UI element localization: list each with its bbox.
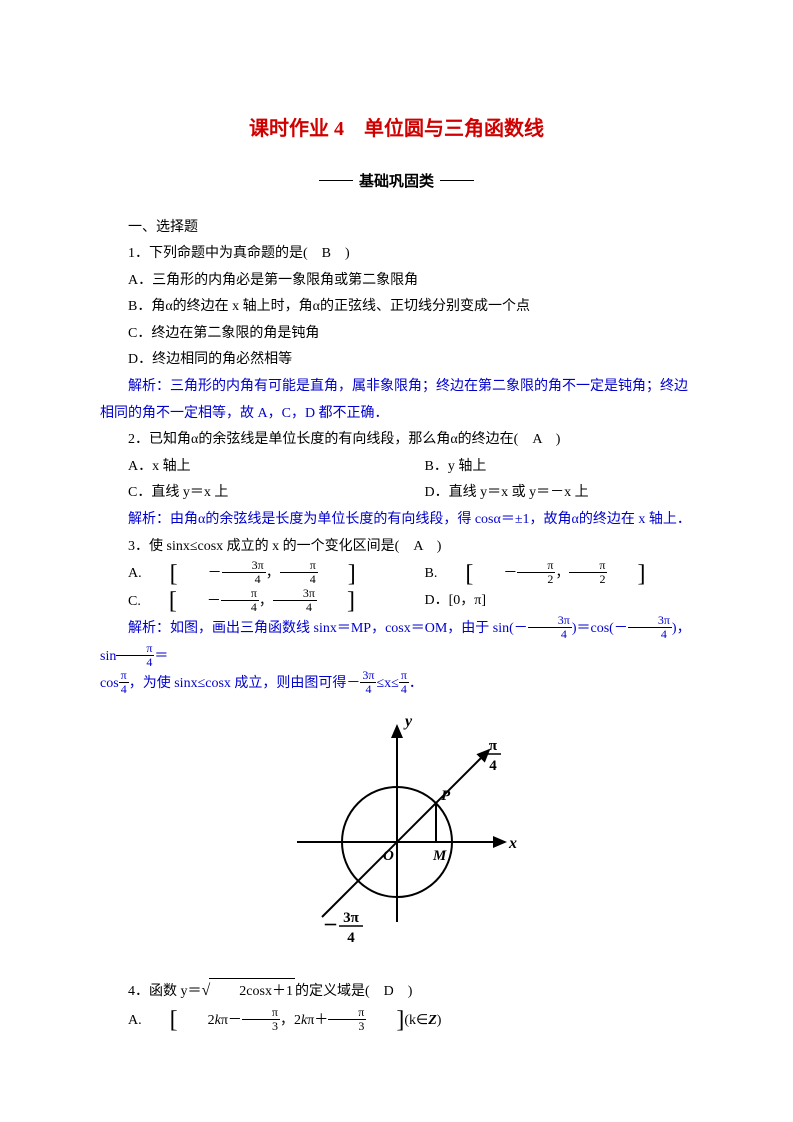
svg-text:4: 4 xyxy=(347,930,355,946)
svg-text:x: x xyxy=(508,835,517,852)
analysis-label: 解析： xyxy=(128,379,170,394)
q3-options-row1: A.[－3π4，π4] B.[－π2，π2] xyxy=(100,560,693,588)
q1-option-b: B．角α的终边在 x 轴上时，角α的正弦线、正切线分别变成一个点 xyxy=(100,294,693,321)
rule-left xyxy=(319,180,353,181)
q3-option-b: B.[－π2，π2] xyxy=(397,560,694,588)
svg-text:3π: 3π xyxy=(343,910,360,926)
page-title: 课时作业 4 单位圆与三角函数线 xyxy=(100,110,693,148)
svg-text:M: M xyxy=(432,848,447,864)
q2-option-a: A．x 轴上 xyxy=(100,454,397,481)
svg-text:4: 4 xyxy=(489,758,497,774)
q2-stem: 2．已知角α的余弦线是单位长度的有向线段，那么角α的终边在( A ) xyxy=(100,427,693,454)
q4-option-a: A.[2kπ－π3，2kπ＋π3](k∈Z) xyxy=(100,1007,693,1035)
svg-text:P: P xyxy=(441,788,451,804)
q2-options-row2: C．直线 y＝x 上 D．直线 y＝x 或 y＝－x 上 xyxy=(100,480,693,507)
q2-option-c: C．直线 y＝x 上 xyxy=(100,480,397,507)
q3-option-a: A.[－3π4，π4] xyxy=(100,560,397,588)
svg-text:y: y xyxy=(403,713,413,730)
svg-text:O: O xyxy=(383,848,394,864)
q4-stem: 4．函数 y＝√2cosx＋1的定义域是( D ) xyxy=(100,976,693,1006)
q3-option-d: D．[0，π] xyxy=(397,588,694,616)
analysis-label: 解析： xyxy=(128,621,170,636)
q3-options-row2: C.[－π4，3π4] D．[0，π] xyxy=(100,588,693,616)
page: 课时作业 4 单位圆与三角函数线 基础巩固类 一、选择题 1．下列命题中为真命题… xyxy=(0,0,793,1122)
q1-option-a: A．三角形的内角必是第一象限角或第二象限角 xyxy=(100,268,693,295)
q3-analysis-line2: cosπ4，为使 sinx≤cosx 成立，则由图可得－3π4≤x≤π4． xyxy=(100,670,693,698)
q2-analysis: 解析：由角α的余弦线是长度为单位长度的有向线段，得 cosα＝±1，故角α的终边… xyxy=(100,507,693,534)
q3-stem: 3．使 sinx≤cosx 成立的 x 的一个变化区间是( A ) xyxy=(100,534,693,561)
unit-circle-diagram: y x O M P π 4 － 3π 4 xyxy=(100,704,693,975)
svg-text:－: － xyxy=(323,918,338,934)
q3-option-c: C.[－π4，3π4] xyxy=(100,588,397,616)
q1-option-d: D．终边相同的角必然相等 xyxy=(100,347,693,374)
q1-stem: 1．下列命题中为真命题的是( B ) xyxy=(100,241,693,268)
rule-right xyxy=(440,180,474,181)
q1-analysis: 解析：三角形的内角有可能是直角，属非象限角；终边在第二象限的角不一定是钝角；终边… xyxy=(100,374,693,427)
q1-option-c: C．终边在第二象限的角是钝角 xyxy=(100,321,693,348)
section-heading: 一、选择题 xyxy=(100,215,693,242)
q2-option-b: B．y 轴上 xyxy=(397,454,694,481)
subtitle: 基础巩固类 xyxy=(100,168,693,197)
q3-analysis-line1: 解析：如图，画出三角函数线 sinx＝MP，cosx＝OM，由于 sin(－3π… xyxy=(100,615,693,670)
q2-option-d: D．直线 y＝x 或 y＝－x 上 xyxy=(397,480,694,507)
analysis-label: 解析： xyxy=(128,512,170,527)
diagram-svg: y x O M P π 4 － 3π 4 xyxy=(267,704,527,964)
svg-text:π: π xyxy=(488,738,497,754)
q2-options-row1: A．x 轴上 B．y 轴上 xyxy=(100,454,693,481)
